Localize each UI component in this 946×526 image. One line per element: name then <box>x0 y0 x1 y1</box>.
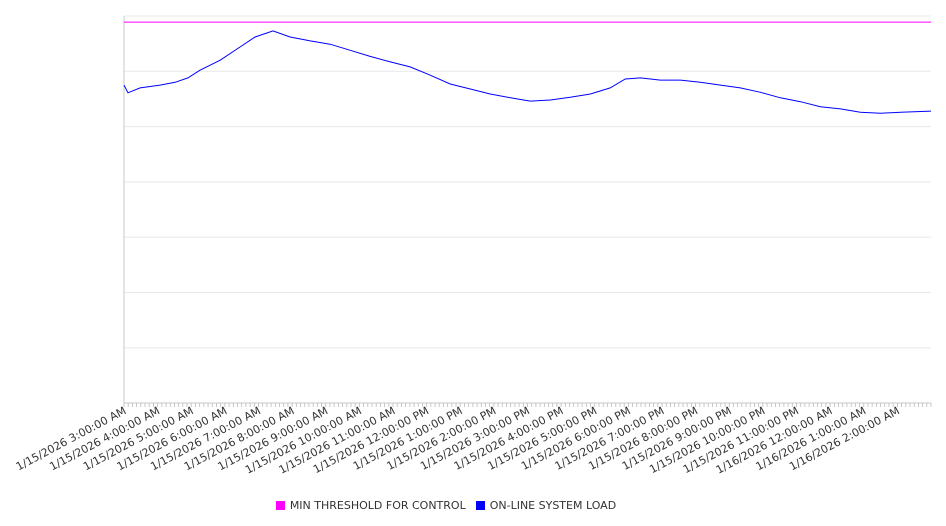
legend-item-load: ON-LINE SYSTEM LOAD <box>475 499 617 512</box>
legend-label: MIN THRESHOLD FOR CONTROL <box>289 499 466 512</box>
legend-swatch <box>475 501 485 510</box>
legend-item-threshold: MIN THRESHOLD FOR CONTROL <box>275 499 466 512</box>
legend: MIN THRESHOLD FOR CONTROL ON-LINE SYSTEM… <box>0 499 892 512</box>
legend-label: ON-LINE SYSTEM LOAD <box>489 499 617 512</box>
legend-swatch <box>275 501 285 510</box>
series-line-system-load <box>123 30 932 114</box>
